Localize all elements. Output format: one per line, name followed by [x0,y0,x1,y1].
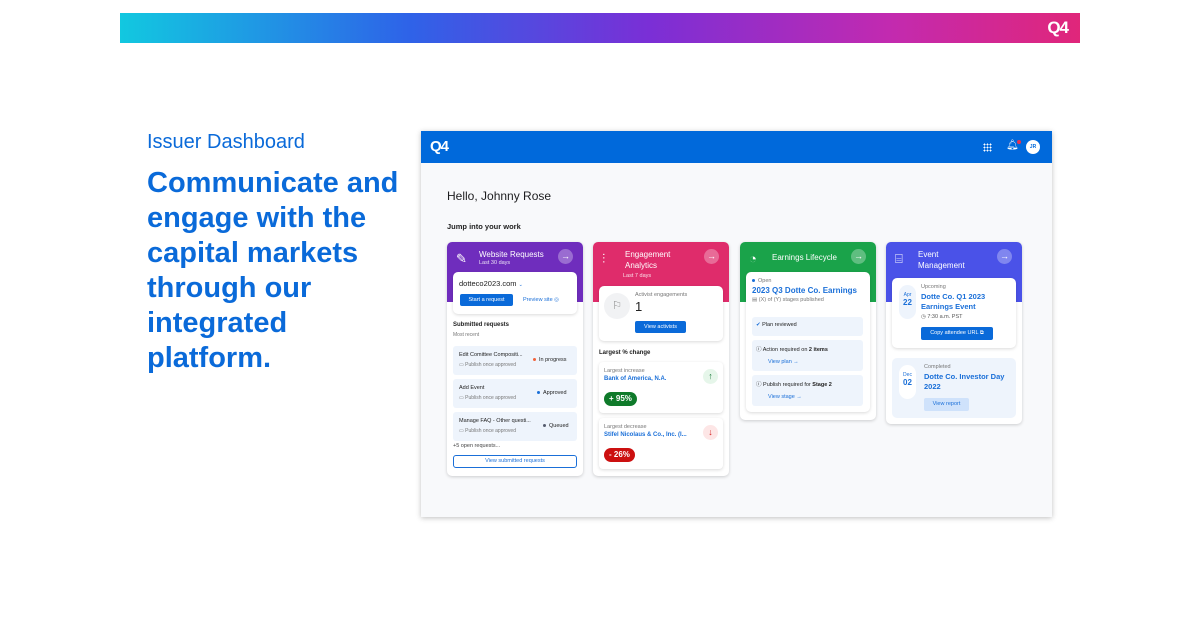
q4-logo: Q4 [1047,18,1069,37]
top-bar: Q4 🔔︎ JR [421,131,1052,163]
change-pill: - 26% [604,448,635,462]
company-name[interactable]: Stifel Nicolaus & Co., Inc. (I... [604,432,687,438]
card-title: Earnings Lifecycle [772,253,837,262]
event-name-link[interactable]: Dotte Co. Investor Day 2022 [924,372,1005,391]
decrease-label: Largest decrease [604,424,647,430]
preview-site-link[interactable]: Preview site ◎ [523,297,559,303]
card-subtitle: Last 7 days [623,273,652,279]
website-requests-card: ✎ Website Requests Last 30 days → dottec… [447,242,583,476]
increase-label: Largest increase [604,368,645,374]
analytics-icon: ⫶ [602,251,606,266]
event-date: Dec 02 [899,365,916,399]
request-item[interactable]: Add Event ▭ Publish once approved Approv… [453,379,577,408]
status-badge: Approved [537,390,567,396]
activist-panel: ⚐ Activist engagements 1 View activists [599,286,723,341]
copy-attendee-url-button[interactable]: Copy attendee URL ⧉ [921,327,993,340]
submitted-heading: Submitted requests [453,322,510,328]
request-name: Manage FAQ - Other questi... [459,418,531,424]
view-plan-link[interactable]: View plan → [768,359,799,365]
upcoming-label: Upcoming [921,284,946,290]
arrow-right-icon[interactable]: → [997,249,1012,264]
arrow-down-icon: ↓ [703,425,718,440]
earnings-panel: Open 2023 Q3 Dotte Co. Earnings ▤ (X) of… [746,272,870,412]
flag-icon: ⚐ [604,293,630,319]
arrow-right-icon[interactable]: → [851,249,866,264]
clock-icon: ◷ [921,314,926,320]
request-note: ▭ Publish once approved [459,362,516,368]
request-name: Edit Comittee Compositi... [459,352,523,358]
view-report-button[interactable]: View report [924,398,969,411]
view-stage-link[interactable]: View stage → [768,394,802,400]
largest-increase-item[interactable]: Largest increase Bank of America, N.A. ↑… [599,362,723,413]
site-selector[interactable]: dotteco2023.com ⌄ [459,279,523,288]
change-pill: + 95% [604,392,637,406]
greeting: Hello, Johnny Rose [447,189,552,203]
step-text: ✔ Plan reviewed [756,322,797,328]
request-item[interactable]: Edit Comittee Compositi... ▭ Publish onc… [453,346,577,375]
status-badge: Queued [543,423,569,429]
more-requests-link[interactable]: +5 open requests... [453,443,501,449]
activist-count: 1 [635,299,643,314]
earnings-lifecycle-card: ◔ Earnings Lifecycle → Open 2023 Q3 Dott… [740,242,876,420]
largest-decrease-item[interactable]: Largest decrease Stifel Nicolaus & Co., … [599,418,723,469]
event-management-card: ⌸ Event Management → Apr 22 Upcoming Dott… [886,242,1022,424]
event-date: Apr 22 [899,285,916,319]
presentation-icon: ⌸ [895,251,903,266]
start-request-button[interactable]: Start a request [460,294,513,306]
dashboard-screenshot: Q4 🔔︎ JR Hello, Johnny Rose Jump into yo… [421,131,1052,517]
edit-icon: ✎ [456,251,467,266]
activist-label: Activist engagements [635,292,688,298]
arrow-up-icon: ↑ [703,369,718,384]
status-label: Open [752,278,771,284]
card-title: Website Requests [479,250,544,259]
q4-logo[interactable]: Q4 [430,138,449,155]
engagement-analytics-card: ⫶ Engagement Analytics Last 7 days → ⚐ A… [593,242,729,476]
event-time: ◷ 7:30 a.m. PST [921,314,963,320]
completed-event-panel: Dec 02 Completed Dotte Co. Investor Day 2… [892,358,1016,418]
completed-label: Completed [924,364,951,370]
site-panel: dotteco2023.com ⌄ Start a request Previe… [453,272,577,314]
card-title: Event Management [918,250,965,270]
event-name-link[interactable]: Dotte Co. Q1 2023 Earnings Event [921,292,986,311]
alert-icon: ⓘ [756,347,762,353]
step-publish-required: ⓘ Publish required for Stage 2 View stag… [752,375,863,406]
request-note: ▭ Publish once approved [459,395,516,401]
brand-banner: Q4 [120,13,1080,43]
stages-published: ▤ (X) of (Y) stages published [752,297,824,303]
largest-change-heading: Largest % change [599,350,651,356]
card-title: Engagement Analytics [625,250,671,270]
request-item[interactable]: Manage FAQ - Other questi... ▭ Publish o… [453,412,577,441]
upcoming-event-panel: Apr 22 Upcoming Dotte Co. Q1 2023 Earning… [892,278,1016,348]
avatar[interactable]: JR [1026,140,1040,154]
view-submitted-requests-button[interactable]: View submitted requests [453,455,577,468]
bell-icon[interactable]: 🔔︎ [1006,140,1021,151]
headline: Communicate and engage with the capital … [147,167,399,374]
step-action-required: ⓘ Action required on 2 items View plan → [752,340,863,371]
pie-chart-icon: ◔ [749,251,757,266]
request-name: Add Event [459,385,485,391]
step-text: ⓘ Publish required for Stage 2 [756,382,832,388]
kicker: Issuer Dashboard [147,131,305,153]
company-name[interactable]: Bank of America, N.A. [604,376,667,382]
card-subtitle: Last 30 days [479,260,511,266]
most-recent-label: Most recent [453,332,480,338]
arrow-right-icon[interactable]: → [558,249,573,264]
section-title: Jump into your work [447,222,521,231]
alert-icon: ⓘ [756,382,762,388]
arrow-right-icon[interactable]: → [704,249,719,264]
request-note: ▭ Publish once approved [459,428,516,434]
status-badge: In progress [533,357,567,363]
step-text: ⓘ Action required on 2 items [756,347,828,353]
view-activists-button[interactable]: View activists [635,321,686,333]
earnings-event-link[interactable]: 2023 Q3 Dotte Co. Earnings [752,286,857,295]
step-plan-reviewed: ✔ Plan reviewed [752,317,863,336]
apps-grid-icon[interactable] [983,143,992,152]
check-circle-icon: ✔ [756,322,761,328]
